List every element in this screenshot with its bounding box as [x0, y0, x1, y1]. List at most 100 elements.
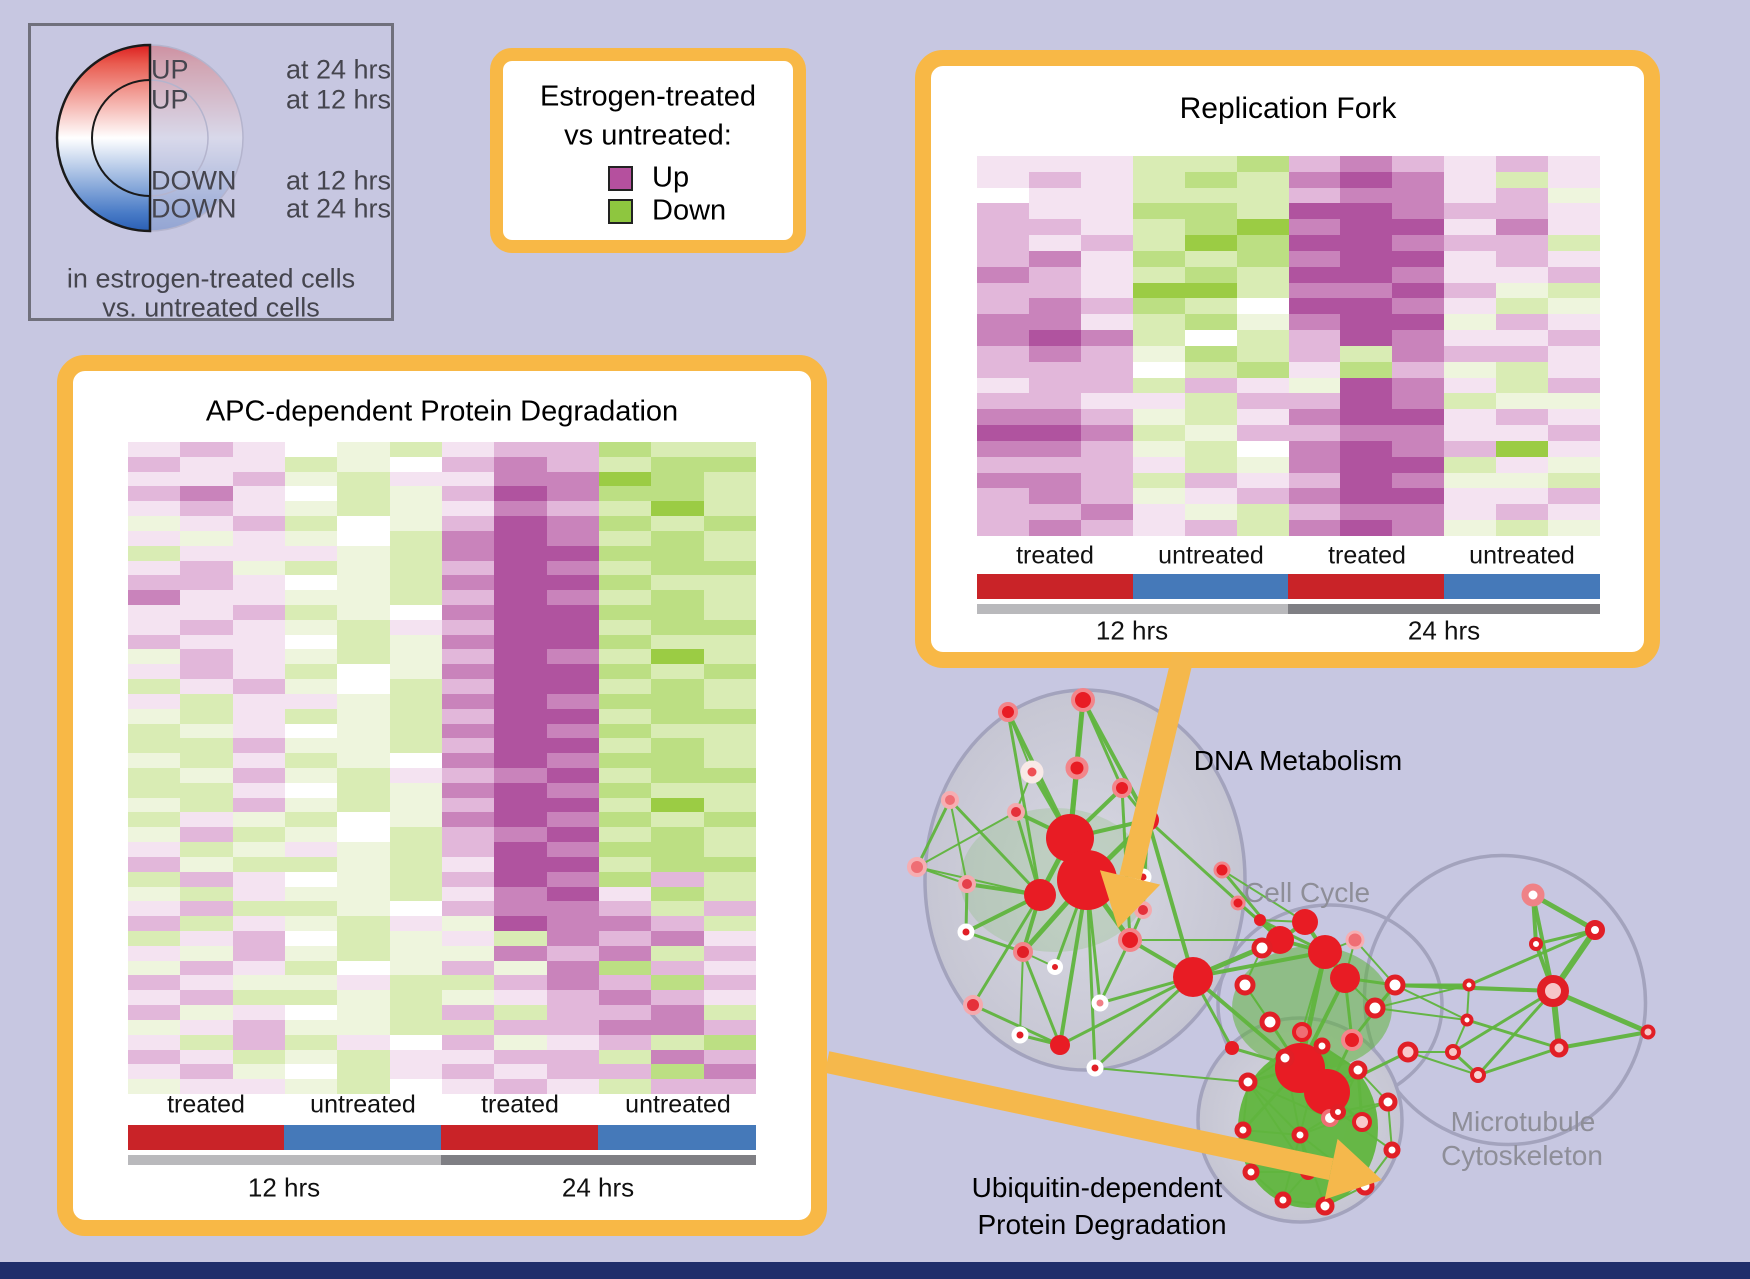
network-edge: [1268, 1021, 1302, 1069]
down-swatch-label: Down: [652, 194, 727, 227]
network-edge: [1282, 1134, 1301, 1201]
gene-node: [1330, 1104, 1346, 1120]
cluster-ubiquitin-degradation: [1196, 1016, 1404, 1224]
gene-node: [1234, 974, 1256, 996]
network-edge: [1535, 928, 1596, 946]
network-edge: [1534, 943, 1555, 992]
network-edge: [1301, 951, 1326, 1033]
gene-node: [1274, 1191, 1292, 1209]
gene-node: [1173, 957, 1213, 997]
network-edge: [1128, 938, 1195, 979]
gene-node: [1242, 1163, 1260, 1181]
network-edge: [1466, 1018, 1560, 1050]
estrogen-legend-line1: Estrogen-treated: [539, 80, 757, 113]
replication-fork-title: Replication Fork: [1179, 92, 1397, 125]
gene-node: [1378, 1092, 1398, 1112]
network-edge: [1146, 819, 1195, 978]
gene-node: [1291, 1126, 1309, 1144]
gene-node: [1445, 1044, 1461, 1060]
network-edge: [1298, 1065, 1329, 1095]
legend-down24-time: at 24 hrs: [285, 193, 391, 224]
flow-arrow-shaft: [1119, 653, 1194, 880]
rf-group-label-2: untreated: [1158, 541, 1264, 570]
network-edge: [1021, 894, 1042, 953]
network-edge: [1337, 1111, 1393, 1151]
up-swatch-label: Up: [652, 161, 690, 194]
network-edge: [964, 883, 969, 933]
network-edge: [1356, 1069, 1364, 1123]
network-edge: [1324, 1185, 1366, 1207]
gene-node: [1137, 809, 1159, 831]
network-edge: [1282, 1171, 1309, 1201]
network-edge: [1067, 767, 1080, 839]
ubiquitin-label-1: Ubiquitin-dependent: [971, 1172, 1223, 1203]
estrogen-legend-box: [490, 48, 806, 253]
network-edge: [1550, 990, 1562, 1049]
estrogen-legend-line2: vs untreated:: [564, 119, 732, 152]
gene-node: [1013, 942, 1033, 962]
network-edge: [1141, 819, 1150, 878]
legend-footnote-1: in estrogen-treated cells: [66, 263, 356, 294]
network-edge: [1299, 1111, 1339, 1136]
network-edge: [1053, 879, 1089, 968]
network-edge: [1247, 1081, 1301, 1136]
network-edge: [1326, 1090, 1363, 1124]
gene-node: [1118, 928, 1142, 952]
gene-node: [1134, 901, 1152, 919]
rf-untreated-bar-2: [1444, 574, 1600, 599]
gene-node: [1047, 959, 1063, 975]
rf-24hrs-label: 24 hrs: [1407, 615, 1481, 646]
gene-node: [1529, 937, 1543, 951]
gene-node: [1259, 1011, 1281, 1033]
network-edge: [1350, 984, 1397, 1041]
network-edge: [1075, 699, 1085, 769]
network-edge: [1354, 939, 1396, 986]
network-edge: [1326, 1068, 1359, 1094]
network-edge: [1298, 977, 1347, 1069]
network-edge: [1244, 984, 1271, 1023]
network-edge: [1282, 1199, 1326, 1207]
gene-node: [1134, 868, 1152, 886]
gene-node: [1024, 879, 1056, 911]
network-edge: [1394, 984, 1468, 1021]
network-edge: [1337, 1101, 1389, 1113]
gene-node: [1238, 1072, 1258, 1092]
network-edge: [1247, 1066, 1301, 1084]
gene-node: [1462, 978, 1476, 992]
gene-node: [998, 702, 1018, 722]
edge-density-blob: [1232, 946, 1392, 1070]
network-edge: [1321, 1045, 1359, 1071]
network-edge: [1059, 975, 1194, 1047]
network-edge: [915, 799, 952, 868]
gene-node: [1537, 975, 1569, 1007]
network-edge: [1298, 1031, 1304, 1069]
network-edge: [916, 866, 1041, 896]
network-edge: [1374, 984, 1396, 1009]
network-edge: [1030, 771, 1072, 839]
ubiquitin-label-2: Protein Degradation: [977, 1209, 1227, 1240]
network-edge: [1468, 928, 1596, 987]
network-edge: [1320, 1045, 1329, 1093]
gene-node: [1091, 994, 1109, 1012]
apc-untreated-bar-1: [284, 1125, 441, 1150]
gene-node: [1275, 1048, 1295, 1068]
network-edge: [1374, 984, 1470, 1009]
gene-node: [1057, 850, 1117, 910]
network-edge: [1531, 894, 1555, 992]
apc-group-label-2: untreated: [310, 1090, 416, 1119]
gene-node: [1230, 895, 1246, 911]
network-edge: [1552, 988, 1649, 1035]
replication-fork-heatmap: [977, 156, 1600, 536]
gene-node: [1046, 814, 1094, 862]
gene-node: [1348, 1060, 1368, 1080]
gene-node: [1549, 1038, 1569, 1058]
network-edge: [1325, 1039, 1354, 1093]
gene-node: [1521, 883, 1545, 907]
network-edge: [966, 882, 1041, 897]
gene-node: [1383, 1141, 1401, 1159]
network-edge: [1247, 1081, 1331, 1119]
network-edge: [1128, 909, 1145, 941]
network-edge: [1550, 928, 1598, 993]
network-edge: [1261, 938, 1281, 950]
network-edge: [1019, 951, 1024, 1036]
